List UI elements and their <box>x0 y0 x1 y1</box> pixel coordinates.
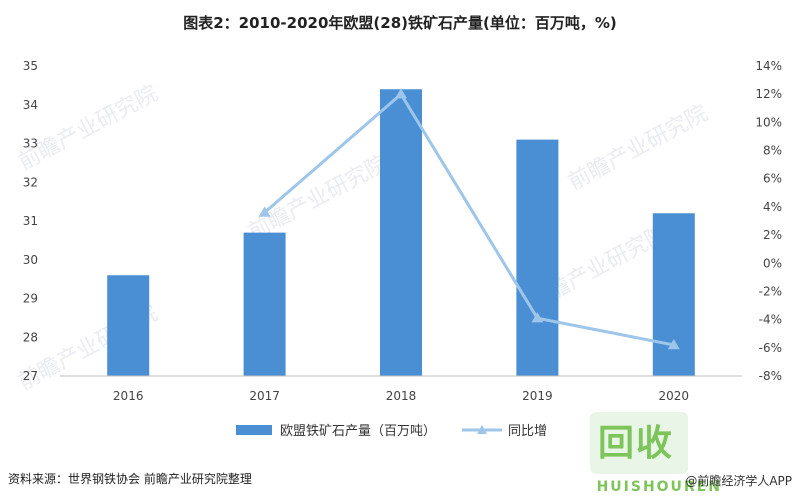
line-point <box>395 88 407 99</box>
source-note: 资料来源：世界钢铁协会 前瞻产业研究院整理 <box>8 472 252 486</box>
left-tick-label: 29 <box>23 292 38 306</box>
right-tick-label: -6% <box>759 341 782 355</box>
left-tick-label: 30 <box>23 253 38 267</box>
left-tick-label: 32 <box>23 175 38 189</box>
growth-line <box>263 91 675 347</box>
logo-subtext: HUISHOUREN <box>596 479 722 495</box>
bar <box>107 275 150 376</box>
right-tick-label: 0% <box>763 256 782 270</box>
right-tick-label: -8% <box>759 369 782 383</box>
left-tick-label: 28 <box>23 330 38 344</box>
chart-title: 图表2：2010-2020年欧盟(28)铁矿石产量(单位：百万吨，%) <box>183 14 617 32</box>
x-tick-label: 2017 <box>249 389 280 403</box>
right-tick-label: 6% <box>763 172 782 186</box>
legend-line-label: 同比增 <box>508 424 547 439</box>
plot-area <box>107 88 695 376</box>
right-axis: -8% -6% -4% -2% 0% 2% 4% 6% 8% 10% 12% 14% <box>755 59 782 383</box>
left-tick-label: 33 <box>23 137 38 151</box>
brand-label: @前瞻经济学人APP <box>685 474 792 488</box>
right-tick-label: 10% <box>755 115 782 129</box>
bar <box>380 89 422 376</box>
x-tick-label: 2016 <box>113 389 144 403</box>
right-tick-label: 4% <box>763 200 782 214</box>
right-tick-label: 8% <box>763 144 782 158</box>
legend-bar-swatch <box>236 425 272 435</box>
line-point <box>667 339 680 350</box>
x-tick-label: 2020 <box>659 389 690 403</box>
legend-bar-label: 欧盟铁矿石产量（百万吨） <box>280 424 436 439</box>
bar <box>243 232 286 376</box>
x-axis: 2016 2017 2018 2019 2020 <box>60 375 742 403</box>
logo-text: 回收 <box>598 423 675 464</box>
left-tick-label: 31 <box>23 214 38 228</box>
right-tick-label: -4% <box>759 313 782 327</box>
line-point <box>531 312 544 323</box>
right-tick-label: 14% <box>755 59 782 73</box>
left-tick-label: 34 <box>23 98 38 112</box>
legend-line-marker <box>477 425 487 434</box>
left-tick-label: 27 <box>23 369 38 383</box>
legend: 欧盟铁矿石产量（百万吨） 同比增 <box>236 424 547 439</box>
right-tick-label: 12% <box>755 87 782 101</box>
right-tick-label: 2% <box>763 228 782 242</box>
left-axis: 27 28 29 30 31 32 33 34 35 <box>23 59 38 383</box>
huishouren-logo: 回收 <box>590 412 688 474</box>
bar <box>516 139 559 376</box>
left-tick-label: 35 <box>23 59 38 73</box>
x-tick-label: 2018 <box>386 389 417 403</box>
right-tick-label: -2% <box>759 284 782 298</box>
x-tick-label: 2019 <box>522 389 553 403</box>
bar <box>652 213 695 376</box>
line-point <box>258 206 271 217</box>
